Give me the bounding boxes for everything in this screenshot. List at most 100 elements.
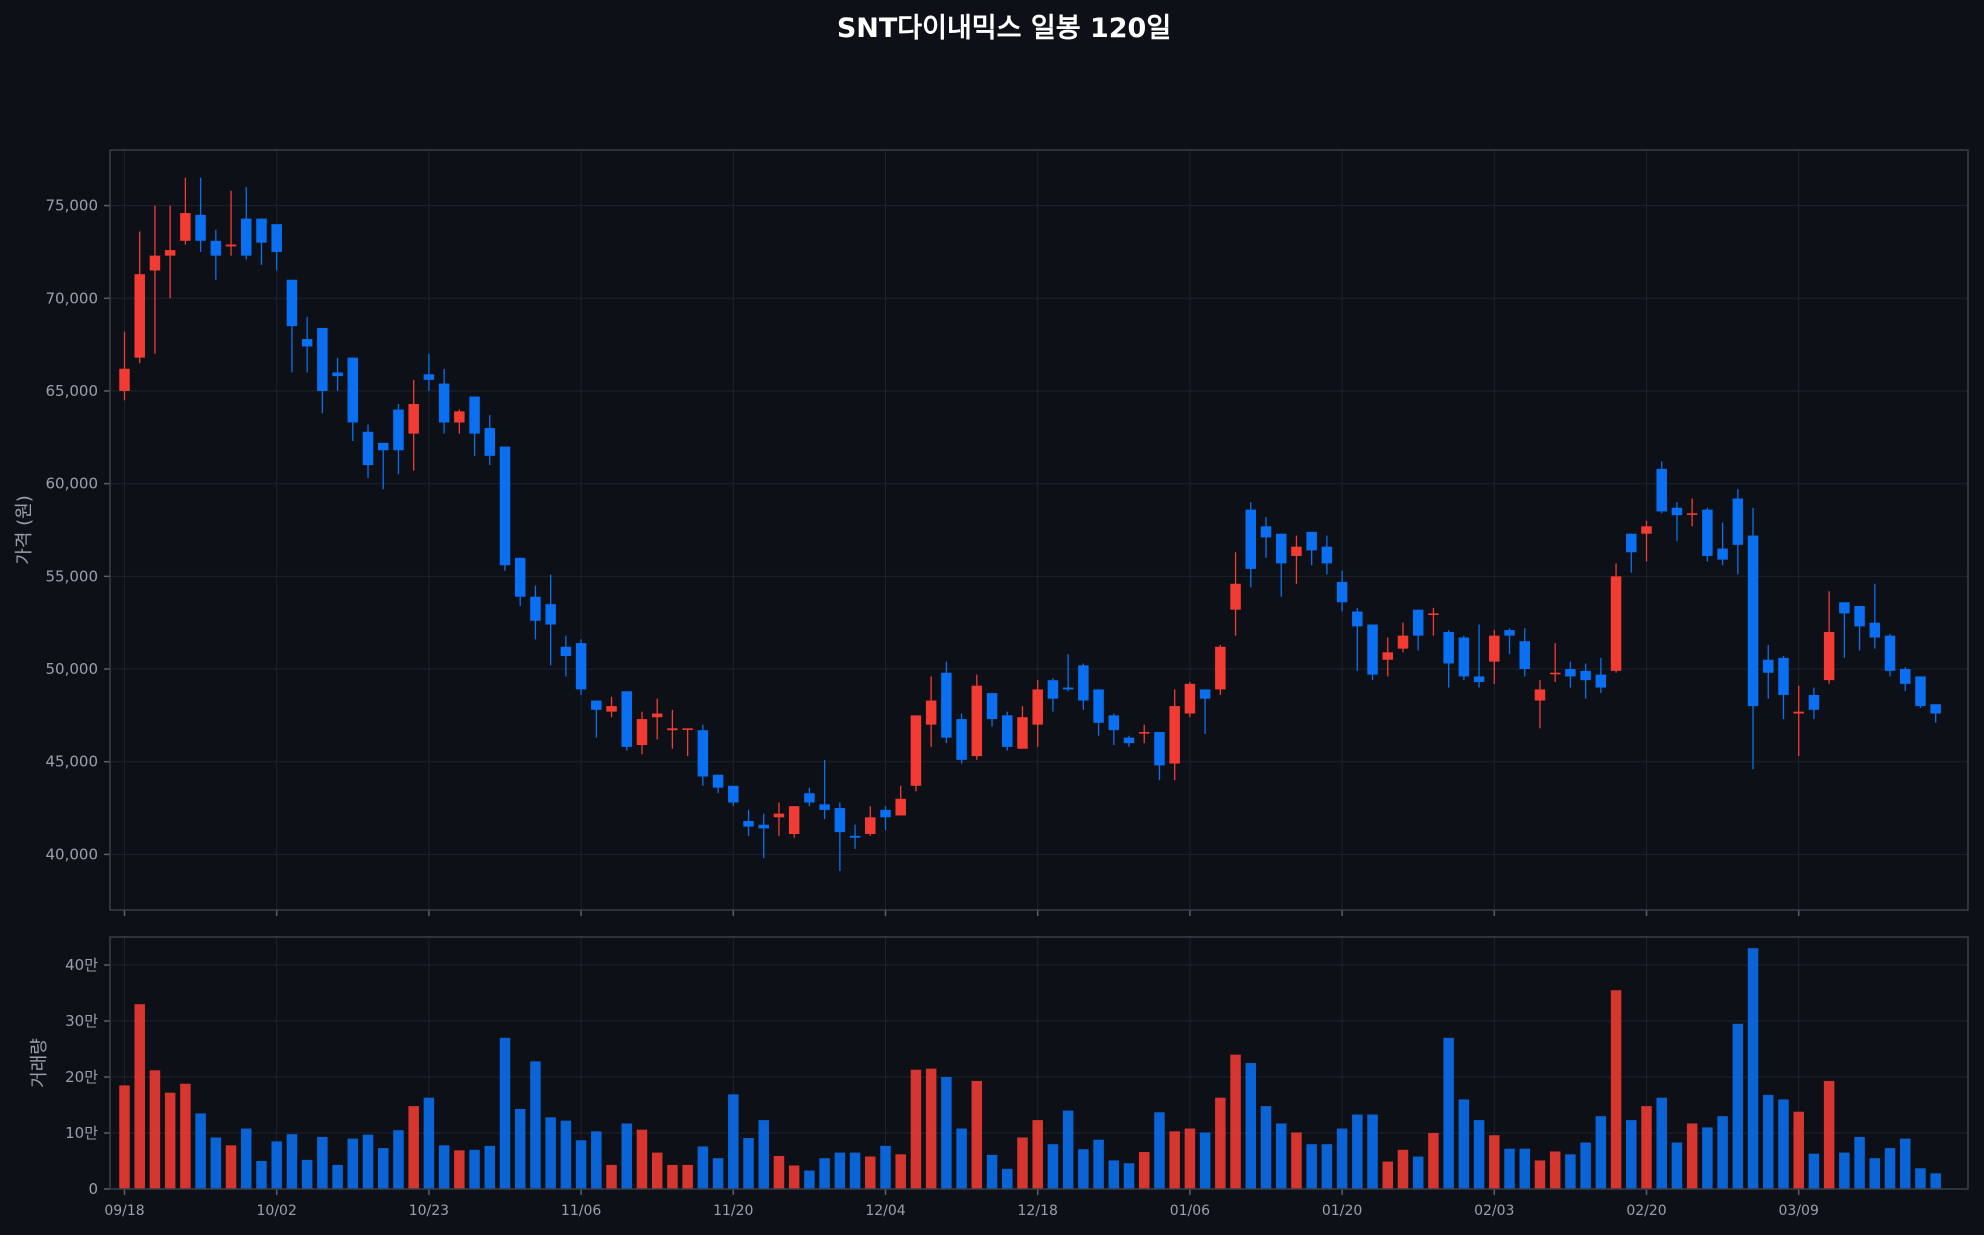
volume-bar xyxy=(606,1164,617,1189)
volume-bar xyxy=(1032,1120,1043,1189)
volume-bar xyxy=(1412,1156,1424,1189)
volume-bar xyxy=(1473,1120,1485,1189)
candle-body xyxy=(1610,576,1622,671)
candle-body xyxy=(1032,689,1043,725)
volume-bar xyxy=(1428,1133,1439,1189)
candle-body xyxy=(1275,533,1287,564)
candle-body xyxy=(1930,704,1941,714)
candle-body xyxy=(1763,659,1774,673)
x-tick-label: 02/03 xyxy=(1474,1203,1514,1219)
volume-bar xyxy=(880,1145,891,1189)
volume-y-tick-label: 20만 xyxy=(65,1068,98,1086)
candle-body xyxy=(1017,717,1028,749)
volume-bar xyxy=(1230,1054,1241,1189)
volume-bar xyxy=(1062,1110,1074,1189)
volume-bar xyxy=(119,1085,130,1189)
candle-body xyxy=(484,428,496,456)
candle-body xyxy=(1549,672,1561,675)
candle-body xyxy=(1138,732,1150,734)
volume-bar xyxy=(1352,1114,1363,1189)
price-y-tick-label: 70,000 xyxy=(46,289,99,307)
volume-bar xyxy=(225,1145,237,1189)
candle-body xyxy=(788,806,800,834)
candle-body xyxy=(1854,606,1865,627)
volume-y-ticks: 0 10만 20만 30만 40만 xyxy=(65,956,110,1198)
candle-body xyxy=(1899,669,1911,684)
x-tick-label: 10/02 xyxy=(257,1203,297,1219)
volume-bar xyxy=(545,1117,556,1189)
volume-bar xyxy=(743,1138,754,1189)
candle-body xyxy=(925,700,937,725)
x-tick-label: 02/20 xyxy=(1626,1203,1666,1219)
candle-body xyxy=(636,719,648,746)
volume-bar xyxy=(438,1145,450,1189)
candle-body xyxy=(119,368,130,391)
volume-bar xyxy=(1291,1132,1302,1189)
candle-body xyxy=(910,715,922,786)
volume-bar xyxy=(1656,1097,1667,1189)
volume-bar xyxy=(469,1149,480,1189)
volume-bar xyxy=(1397,1149,1409,1189)
volume-bar xyxy=(347,1138,359,1189)
volume-bars xyxy=(119,948,1941,1189)
volume-bar xyxy=(514,1108,526,1189)
volume-y-tick-label: 30만 xyxy=(65,1012,98,1030)
candle-body xyxy=(332,372,343,377)
volume-bar xyxy=(499,1037,511,1189)
volume-bar xyxy=(530,1061,541,1189)
candle-body xyxy=(256,218,267,243)
volume-bar xyxy=(1580,1142,1591,1189)
price-y-axis-label: 가격 (원) xyxy=(14,495,35,564)
volume-bar xyxy=(1458,1099,1470,1189)
candle-body xyxy=(941,672,952,738)
volume-bar xyxy=(1915,1168,1926,1189)
volume-bar xyxy=(1169,1131,1180,1189)
volume-bar xyxy=(1610,990,1622,1189)
volume-bar xyxy=(1367,1114,1378,1189)
volume-bar xyxy=(651,1152,663,1189)
price-y-tick-label: 75,000 xyxy=(46,197,99,215)
volume-bar xyxy=(1047,1144,1059,1189)
candle-body xyxy=(1352,611,1363,627)
volume-y-axis-label: 거래량 xyxy=(29,1038,50,1088)
candle-body xyxy=(1671,507,1683,516)
volume-bar xyxy=(1626,1120,1637,1189)
volume-bar xyxy=(1184,1128,1196,1189)
candle-body xyxy=(1078,665,1089,701)
volume-bar xyxy=(1002,1168,1013,1189)
candle-body xyxy=(149,255,161,271)
candle-body xyxy=(1702,509,1713,556)
candle-body xyxy=(408,403,419,434)
candle-body xyxy=(1412,609,1424,636)
candle-body xyxy=(1686,513,1698,515)
candle-body xyxy=(1747,535,1759,707)
volume-bar xyxy=(1306,1144,1317,1189)
volume-bar xyxy=(408,1106,419,1189)
volume-bar xyxy=(1823,1080,1835,1189)
volume-y-tick-label: 40만 xyxy=(65,956,98,974)
volume-bar xyxy=(149,1070,161,1189)
candle-body xyxy=(1884,635,1896,671)
volume-bar xyxy=(1215,1097,1226,1189)
x-tick-label: 10/23 xyxy=(409,1203,449,1219)
volume-bar xyxy=(804,1170,815,1189)
volume-bar xyxy=(1793,1111,1804,1189)
volume-bar xyxy=(1778,1099,1789,1189)
volume-bar xyxy=(317,1136,328,1189)
volume-bar xyxy=(1078,1149,1089,1189)
volume-bar xyxy=(286,1134,298,1189)
price-y-ticks: 40,000 45,000 50,000 55,000 60,000 65,000 70,0… xyxy=(46,197,110,863)
candle-body xyxy=(377,442,389,451)
volume-bar xyxy=(697,1146,709,1189)
volume-bar xyxy=(849,1152,861,1189)
volume-bar xyxy=(1154,1112,1165,1189)
volume-bar xyxy=(971,1080,983,1189)
volume-bar xyxy=(393,1130,404,1189)
volume-bar xyxy=(1534,1160,1546,1189)
volume-bar xyxy=(1641,1106,1652,1189)
volume-bar xyxy=(241,1128,252,1189)
candle-body xyxy=(499,446,511,566)
candle-body xyxy=(1291,546,1302,556)
candle-body xyxy=(1367,624,1378,675)
volume-bar xyxy=(834,1152,846,1189)
